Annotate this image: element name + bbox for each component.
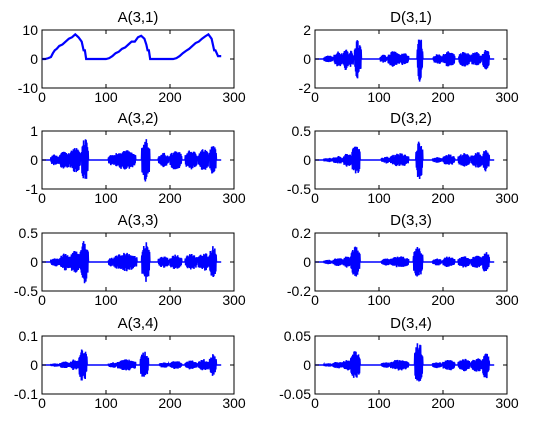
x-tick-label: 300 <box>495 190 519 206</box>
series-line <box>315 343 495 382</box>
x-tick-label: 100 <box>367 89 391 105</box>
x-tick-label: 200 <box>431 190 455 206</box>
series-line <box>42 139 222 182</box>
y-tick-label: -2 <box>299 80 312 96</box>
y-tick-label: 0.2 <box>292 225 312 241</box>
x-tick-label: 200 <box>158 190 182 206</box>
subplot-D(3,2): D(3,2)0 100 200 300-0.500.5 <box>287 110 519 206</box>
x-tick-label: 300 <box>222 89 246 105</box>
subplot-title: A(3,2) <box>118 110 159 127</box>
x-tick-label: 300 <box>495 292 519 308</box>
y-tick-label: 0 <box>30 51 38 67</box>
x-tick-label: 100 <box>94 89 118 105</box>
y-tick-label: 0.1 <box>19 328 39 344</box>
x-tick-label: 100 <box>94 292 118 308</box>
x-tick-label: 0 <box>38 292 46 308</box>
series-line <box>42 349 222 381</box>
x-tick-label: 200 <box>158 395 182 411</box>
y-tick-label: 0 <box>303 357 311 373</box>
x-tick-label: 100 <box>94 395 118 411</box>
series-line <box>42 241 222 284</box>
subplot-D(3,3): D(3,3)0 100 200 300-0.200.2 <box>287 212 519 308</box>
subplot-A(3,4): A(3,4)0 100 200 300-0.100.1 <box>14 315 246 411</box>
y-tick-label: -0.1 <box>14 386 38 402</box>
y-tick-label: -1 <box>26 181 39 197</box>
series-line <box>315 141 495 180</box>
y-tick-label: -0.5 <box>287 181 311 197</box>
x-tick-label: 300 <box>495 395 519 411</box>
subplot-title: D(3,3) <box>390 212 432 229</box>
y-tick-label: -10 <box>18 80 38 96</box>
y-tick-label: -0.05 <box>279 386 311 402</box>
y-tick-label: -0.2 <box>287 283 311 299</box>
subplot-A(3,2): A(3,2)0 100 200 300-101 <box>26 110 246 206</box>
y-tick-label: 0 <box>303 51 311 67</box>
x-tick-label: 0 <box>311 190 319 206</box>
y-tick-label: 0 <box>30 152 38 168</box>
y-tick-label: 0 <box>303 254 311 270</box>
y-tick-label: -0.5 <box>14 283 38 299</box>
y-tick-label: 0 <box>303 152 311 168</box>
subplot-title: A(3,4) <box>118 315 159 332</box>
y-tick-label: 0.05 <box>284 328 311 344</box>
y-tick-label: 10 <box>22 22 38 38</box>
x-tick-label: 0 <box>311 89 319 105</box>
subplot-title: D(3,2) <box>390 110 432 127</box>
x-tick-label: 0 <box>38 190 46 206</box>
x-tick-label: 100 <box>94 190 118 206</box>
x-tick-label: 300 <box>222 190 246 206</box>
x-tick-label: 200 <box>431 292 455 308</box>
y-tick-label: 0.5 <box>292 123 312 139</box>
subplot-D(3,1): D(3,1)0 100 200 300-202 <box>299 9 519 105</box>
x-tick-label: 100 <box>367 395 391 411</box>
subplot-title: D(3,1) <box>390 9 432 26</box>
x-tick-label: 300 <box>495 89 519 105</box>
y-tick-label: 0.5 <box>19 225 39 241</box>
x-tick-label: 0 <box>38 395 46 411</box>
x-tick-label: 0 <box>38 89 46 105</box>
y-tick-label: 2 <box>303 22 311 38</box>
y-tick-label: 0 <box>30 254 38 270</box>
x-tick-label: 0 <box>311 292 319 308</box>
series-line <box>315 39 495 82</box>
series-line <box>315 246 495 277</box>
x-tick-label: 0 <box>311 395 319 411</box>
subplot-title: A(3,1) <box>118 9 159 26</box>
subplot-title: D(3,4) <box>390 315 432 332</box>
x-tick-label: 100 <box>367 292 391 308</box>
x-tick-label: 300 <box>222 292 246 308</box>
x-tick-label: 200 <box>431 395 455 411</box>
y-tick-label: 1 <box>30 123 38 139</box>
x-tick-label: 200 <box>158 89 182 105</box>
x-tick-label: 200 <box>431 89 455 105</box>
x-tick-label: 200 <box>158 292 182 308</box>
subplot-A(3,3): A(3,3)0 100 200 300-0.500.5 <box>14 212 246 308</box>
x-tick-label: 100 <box>367 190 391 206</box>
subplot-title: A(3,3) <box>118 212 159 229</box>
series-line <box>42 32 222 61</box>
y-tick-label: 0 <box>30 357 38 373</box>
x-tick-label: 300 <box>222 395 246 411</box>
